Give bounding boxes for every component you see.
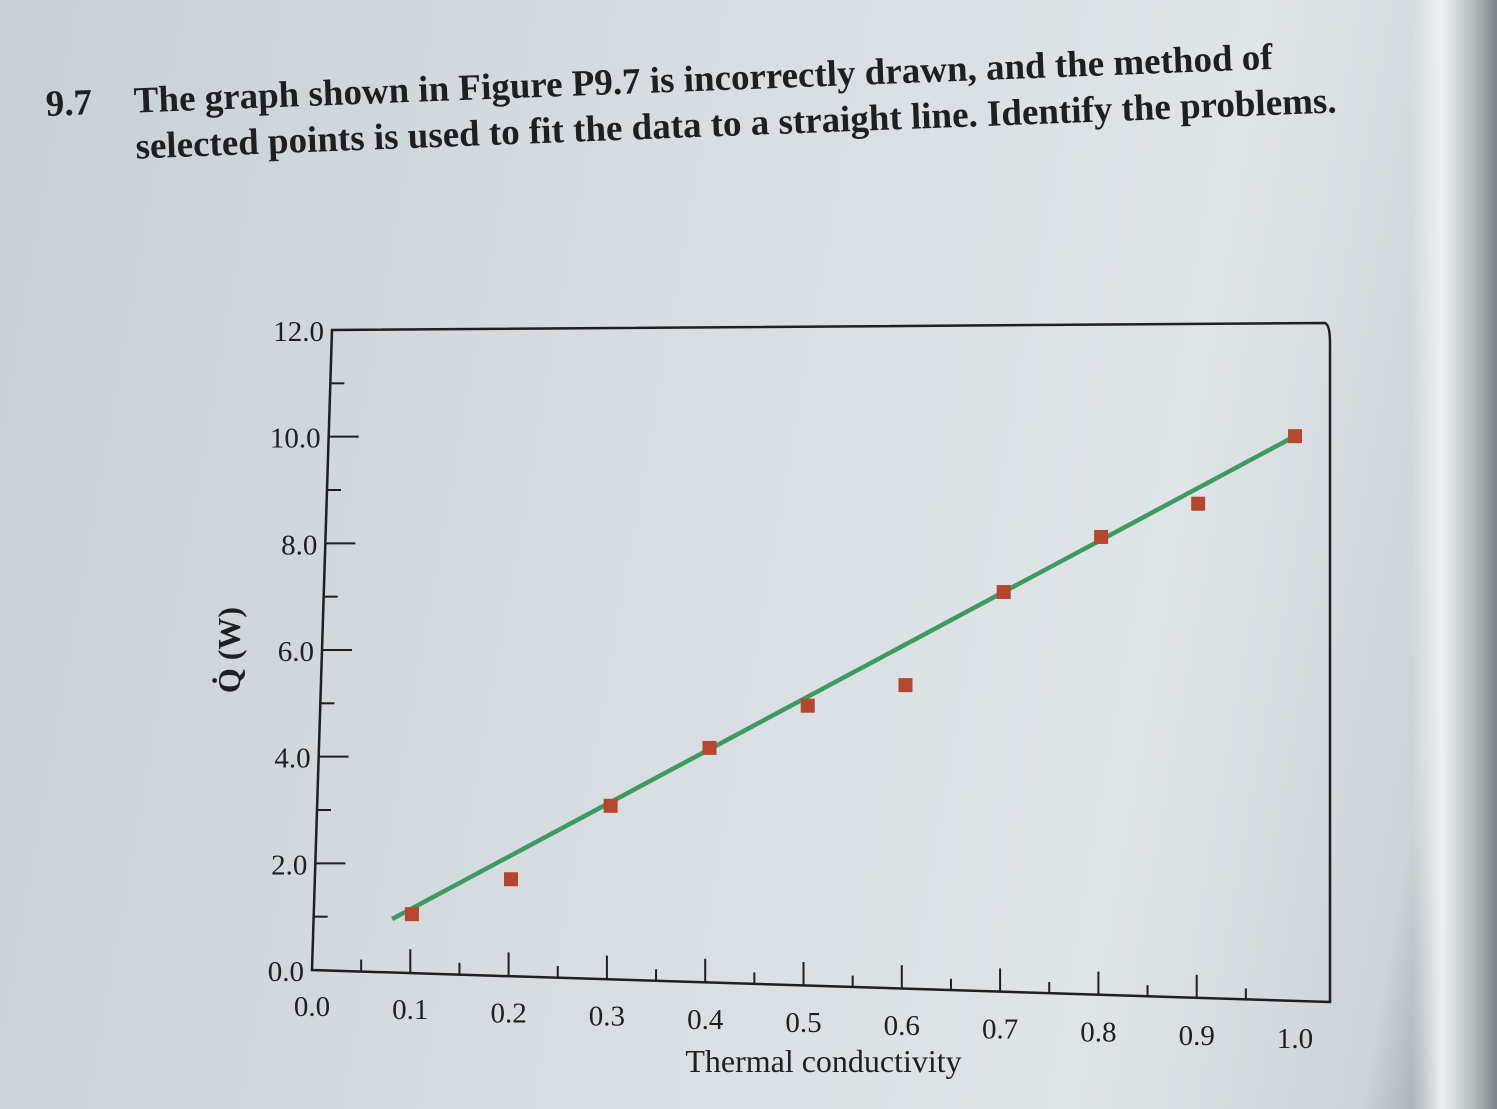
y-tick-label: 4.0 <box>274 743 310 775</box>
x-tick-label: 1.0 <box>1277 1023 1313 1055</box>
y-tick-label: 6.0 <box>278 636 314 668</box>
x-tick-label: 0.8 <box>1080 1017 1116 1049</box>
data-point <box>996 585 1011 600</box>
x-tick-label: 0.9 <box>1179 1020 1215 1052</box>
x-tick-label: 0.6 <box>884 1010 920 1042</box>
y-tick-label: 10.0 <box>270 423 321 455</box>
y-axis-label: Q̇ (W) <box>211 607 247 693</box>
data-point <box>603 798 618 813</box>
x-tick-label: 0.1 <box>392 994 428 1026</box>
data-point <box>1094 529 1109 544</box>
x-axis-label: Thermal conductivity <box>685 1043 961 1079</box>
x-tick-label: 0.5 <box>785 1007 821 1039</box>
data-point <box>702 740 717 755</box>
data-point <box>504 872 518 887</box>
plot-frame <box>310 321 1332 1004</box>
data-point <box>1191 496 1206 511</box>
data-point <box>1288 429 1302 444</box>
data-point <box>404 907 419 922</box>
y-tick-label: 0.0 <box>268 956 304 988</box>
x-tick-label: 0.2 <box>490 997 526 1029</box>
y-tick-label: 8.0 <box>281 529 317 561</box>
x-tick-label: 0.7 <box>982 1013 1018 1045</box>
x-tick-label: 0.0 <box>294 991 330 1023</box>
fit-line <box>391 434 1297 921</box>
y-tick-label: 12.0 <box>273 316 324 348</box>
data-point <box>898 678 913 693</box>
y-tick-label: 2.0 <box>271 849 307 881</box>
data-point <box>800 698 815 713</box>
page-edge <box>1412 0 1497 1109</box>
x-tick-label: 0.3 <box>589 1001 625 1033</box>
x-tick-label: 0.4 <box>687 1004 724 1036</box>
